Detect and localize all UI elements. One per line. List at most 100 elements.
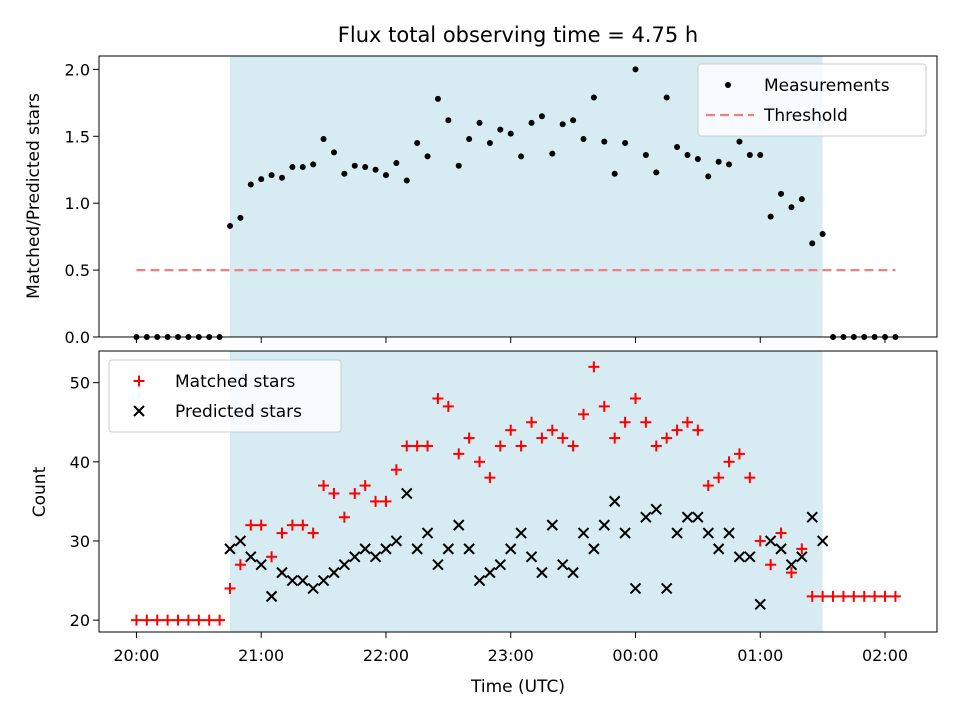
measurement-point (455, 162, 462, 169)
matched-star-point (224, 582, 236, 594)
predicted-star-point-b (307, 582, 319, 595)
matched-star-point (619, 416, 631, 428)
measurement-point (382, 172, 389, 179)
top-y-tick-label: 2.0 (65, 60, 90, 79)
top-legend-box (697, 63, 927, 137)
predicted-star-point-b (390, 535, 403, 547)
measurement-point (798, 196, 805, 203)
predicted-star-point-b (608, 495, 621, 508)
matched-star-point (318, 480, 330, 492)
predicted-star-point (307, 582, 319, 595)
matched-star-point (671, 424, 683, 436)
predicted-star-point (505, 543, 517, 555)
predicted-star-point-b (785, 559, 798, 571)
matched-star-point (453, 448, 465, 460)
bottom-legend-label: Predicted stars (175, 402, 302, 422)
predicted-star-point (463, 543, 475, 555)
matched-star-point (785, 567, 797, 579)
predicted-star-point-b (463, 543, 475, 555)
measurement-point (237, 214, 244, 221)
predicted-star-point-b (369, 551, 382, 563)
matched-star-point (744, 472, 756, 484)
predicted-star-point (567, 566, 579, 579)
predicted-star-point-b (640, 511, 652, 523)
measurement-point (466, 135, 473, 142)
predicted-star-point (723, 527, 735, 539)
matched-star-point (151, 614, 163, 626)
chart-title: Flux total observing time = 4.75 h (338, 23, 698, 47)
predicted-star-point-b (702, 527, 714, 539)
predicted-star-point-b (349, 551, 361, 563)
measurement-point (570, 117, 577, 124)
predicted-star-point-b (453, 519, 465, 531)
matched-star-point (370, 495, 382, 507)
measurement-point (538, 113, 545, 120)
measurement-point (694, 156, 701, 163)
matched-star-point (172, 614, 184, 626)
matched-star-point (629, 392, 641, 404)
measurement-point (663, 94, 670, 101)
predicted-star-point-b (629, 582, 642, 595)
measurement-point (757, 152, 764, 159)
predicted-star-point-b (359, 543, 371, 555)
predicted-star-point-b (328, 566, 340, 579)
measurement-point (476, 119, 483, 126)
bottom-legend-label: Matched stars (175, 372, 295, 392)
measurement-point (528, 119, 535, 126)
predicted-star-point-b (536, 566, 548, 579)
predicted-star-point-b (286, 574, 299, 587)
matched-star-point (661, 432, 673, 444)
predicted-star-point (598, 519, 611, 531)
predicted-star-point-b (255, 559, 267, 571)
measurement-point (330, 149, 337, 156)
matched-star-point (713, 472, 725, 484)
predicted-star-point (660, 582, 673, 595)
measurement-point (518, 153, 525, 160)
predicted-star-point (619, 527, 631, 539)
x-tick-label: 02:00 (862, 646, 908, 665)
predicted-star-point-b (660, 582, 673, 595)
predicted-star-point-b (557, 559, 569, 571)
matched-star-point (536, 432, 548, 444)
predicted-star-point-b (224, 543, 236, 555)
predicted-star-point (733, 551, 746, 563)
matched-star-point (234, 559, 246, 571)
measurement-point (611, 170, 618, 177)
predicted-star-point (588, 543, 600, 555)
legend-matched-marker (133, 375, 145, 387)
predicted-star-point-b (764, 535, 777, 547)
predicted-star-point (245, 551, 257, 563)
top-panel: 0.0 0.5 1.0 1.5 2.0 Measurements Threshold (65, 55, 938, 347)
predicted-star-point (349, 551, 361, 563)
matched-star-point (578, 408, 590, 420)
bottom-axes-frame (98, 350, 938, 633)
x-tick-label: 01:00 (737, 646, 783, 665)
bottom-y-tick-label: 40 (70, 453, 90, 472)
measurement-point (362, 164, 369, 171)
matched-star-point (390, 464, 402, 476)
measurement-point (559, 121, 566, 128)
matched-star-point (754, 535, 766, 547)
predicted-star-point-b (525, 551, 538, 563)
predicted-star-point (297, 574, 309, 587)
matched-star-point (422, 440, 434, 452)
matched-star-point (286, 519, 298, 531)
measurement-point (414, 139, 421, 146)
predicted-star-point (608, 495, 621, 508)
matched-star-point (307, 527, 319, 539)
predicted-star-point (785, 559, 798, 571)
predicted-star-point-b (650, 503, 662, 516)
predicted-star-point (650, 503, 662, 516)
measurement-point (372, 166, 379, 173)
measurement-point (486, 139, 493, 146)
predicted-star-point (484, 566, 496, 579)
matched-star-point (214, 614, 226, 626)
predicted-star-point (744, 551, 756, 563)
matched-star-point (827, 590, 839, 602)
matched-star-point (837, 590, 849, 602)
matched-star-point (338, 511, 350, 523)
predicted-star-point (806, 511, 818, 523)
predicted-star-point-b (712, 543, 725, 555)
bottom-y-tick-label: 30 (70, 532, 90, 551)
top-y-tick-label: 0.0 (65, 328, 90, 347)
